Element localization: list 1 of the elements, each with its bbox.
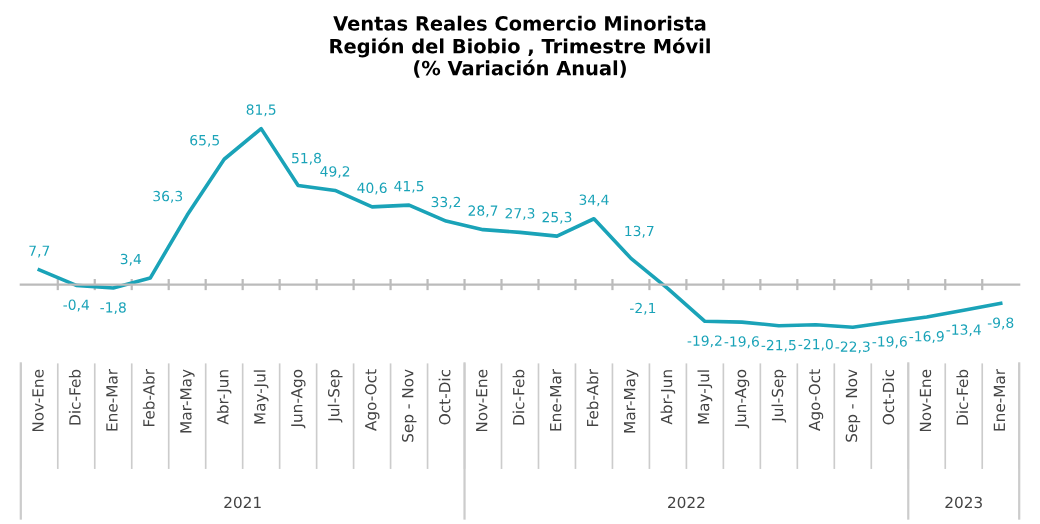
chart-title: Ventas Reales Comercio Minorista Región del Biobio , Trimestre Móvil (% Variación Anual) [330, 15, 710, 78]
